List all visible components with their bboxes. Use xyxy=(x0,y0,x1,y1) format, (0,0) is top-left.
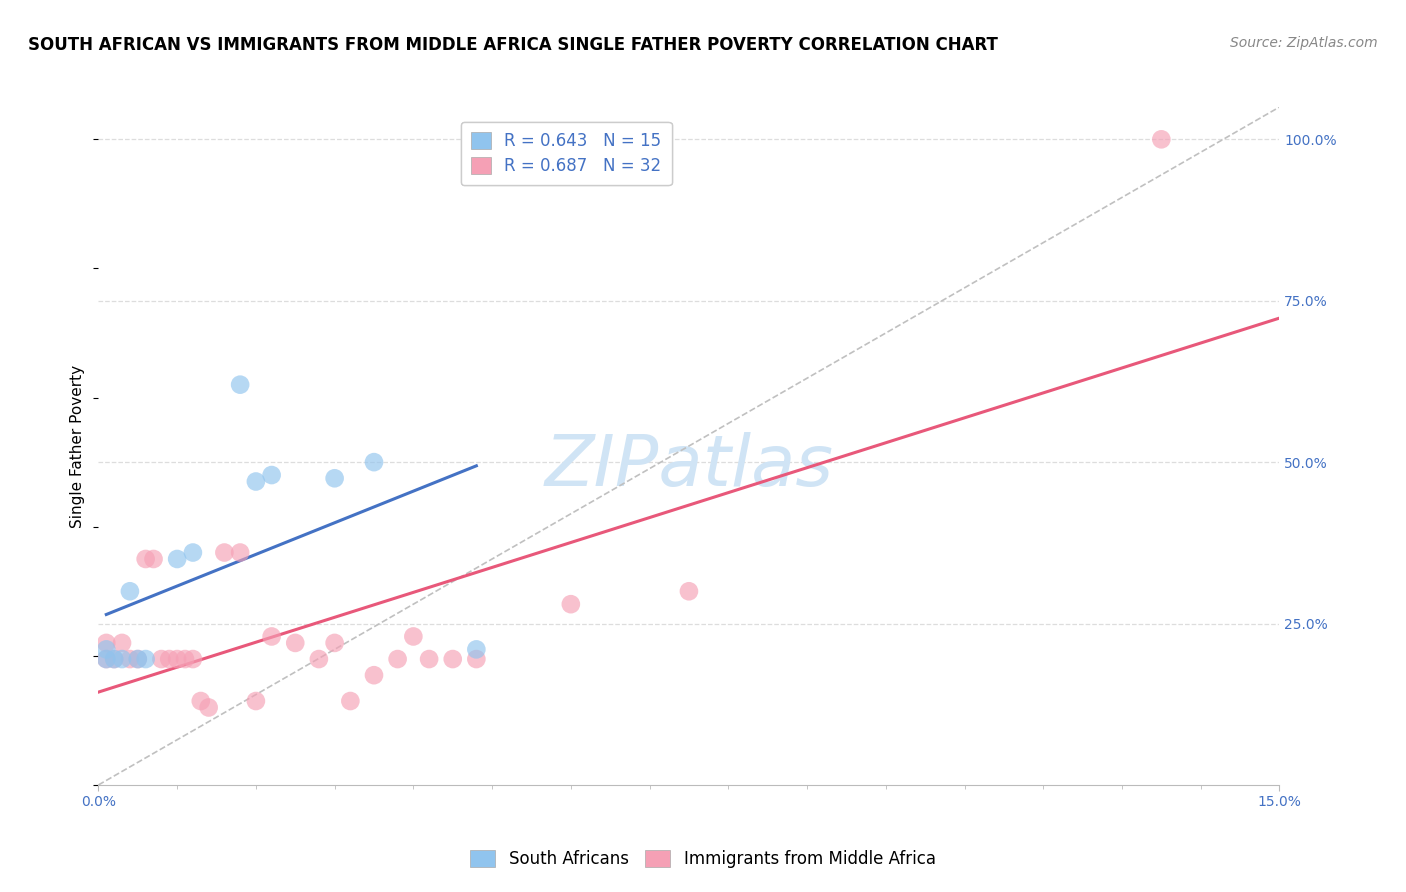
Point xyxy=(157,652,180,666)
Point xyxy=(111,652,134,666)
Point xyxy=(245,475,267,489)
Point xyxy=(260,468,283,483)
Point xyxy=(166,552,188,566)
Point xyxy=(135,552,157,566)
Point xyxy=(284,636,307,650)
Point xyxy=(678,584,700,599)
Text: SOUTH AFRICAN VS IMMIGRANTS FROM MIDDLE AFRICA SINGLE FATHER POVERTY CORRELATION: SOUTH AFRICAN VS IMMIGRANTS FROM MIDDLE … xyxy=(28,36,998,54)
Point xyxy=(118,652,141,666)
Point xyxy=(560,597,582,611)
Point xyxy=(103,652,125,666)
Point xyxy=(245,694,267,708)
Point xyxy=(465,642,488,657)
Point xyxy=(166,652,188,666)
Point xyxy=(96,636,118,650)
Point xyxy=(135,652,157,666)
Point xyxy=(363,668,385,682)
Y-axis label: Single Father Poverty: Single Father Poverty xyxy=(70,365,86,527)
Point xyxy=(118,584,141,599)
Text: Source: ZipAtlas.com: Source: ZipAtlas.com xyxy=(1230,36,1378,50)
Point xyxy=(229,377,252,392)
Point xyxy=(96,642,118,657)
Point xyxy=(181,652,204,666)
Point xyxy=(214,545,236,559)
Point xyxy=(339,694,361,708)
Legend: South Africans, Immigrants from Middle Africa: South Africans, Immigrants from Middle A… xyxy=(464,843,942,875)
Point xyxy=(197,700,219,714)
Point xyxy=(260,630,283,644)
Point xyxy=(465,652,488,666)
Point xyxy=(150,652,173,666)
Point xyxy=(103,652,125,666)
Point xyxy=(174,652,197,666)
Point xyxy=(323,636,346,650)
Point xyxy=(190,694,212,708)
Point xyxy=(418,652,440,666)
Point xyxy=(441,652,464,666)
Point xyxy=(127,652,149,666)
Point xyxy=(402,630,425,644)
Point xyxy=(363,455,385,469)
Point xyxy=(1150,132,1173,146)
Point xyxy=(323,471,346,485)
Point xyxy=(96,652,118,666)
Point xyxy=(308,652,330,666)
Point xyxy=(142,552,165,566)
Point xyxy=(127,652,149,666)
Point xyxy=(181,545,204,559)
Point xyxy=(111,636,134,650)
Text: ZIPatlas: ZIPatlas xyxy=(544,432,834,500)
Legend: R = 0.643   N = 15, R = 0.687   N = 32: R = 0.643 N = 15, R = 0.687 N = 32 xyxy=(461,122,672,186)
Point xyxy=(229,545,252,559)
Point xyxy=(96,652,118,666)
Point xyxy=(387,652,409,666)
